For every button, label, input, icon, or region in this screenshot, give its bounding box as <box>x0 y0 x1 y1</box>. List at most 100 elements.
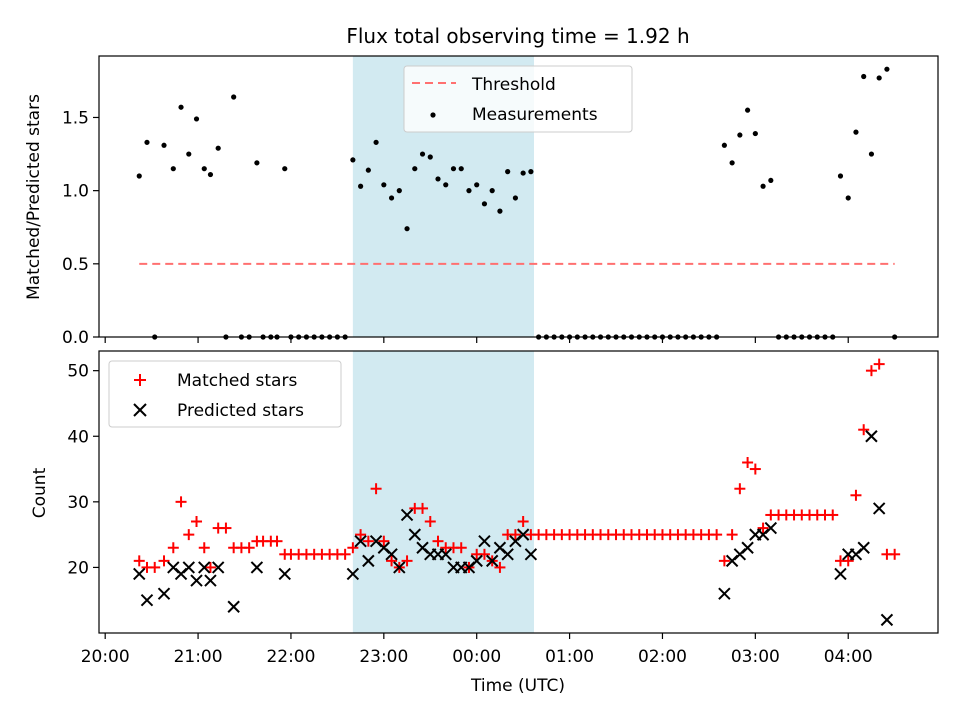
count-x-tick-label: 22:00 <box>266 647 315 667</box>
predicted-star-marker <box>198 561 211 574</box>
measurement-point <box>876 75 882 81</box>
predicted-star-marker <box>190 574 203 587</box>
count-y-tick-label: 20 <box>67 558 89 578</box>
predicted-star-marker <box>857 541 870 554</box>
count-x-tick-label: 04:00 <box>824 647 873 667</box>
predicted-star-points <box>133 430 894 627</box>
measurement-point <box>396 188 402 194</box>
count-x-tick-label: 00:00 <box>452 647 501 667</box>
ratio-y-tick-label: 0.0 <box>62 328 89 348</box>
predicted-star-marker <box>385 548 398 561</box>
predicted-star-marker <box>834 567 847 581</box>
measurement-point <box>231 94 237 100</box>
measurement-point <box>186 151 192 157</box>
measurement-point <box>760 183 766 189</box>
matched-star-marker <box>432 535 444 547</box>
predicted-star-marker <box>354 534 367 548</box>
measurement-point <box>512 195 519 201</box>
matched-star-marker <box>757 522 769 534</box>
count-x-tick-label: 02:00 <box>638 647 687 667</box>
matched-star-marker <box>478 548 490 560</box>
predicted-star-marker <box>400 508 414 522</box>
measurement-point <box>489 188 495 194</box>
matched-star-marker <box>183 529 195 541</box>
matched-star-marker <box>175 496 187 508</box>
measurement-point <box>412 166 418 172</box>
ratio-y-label: Matched/Predicted stars <box>24 94 44 300</box>
measurement-point <box>528 169 534 175</box>
predicted-star-marker <box>278 567 291 581</box>
matched-star-marker <box>494 561 506 573</box>
matched-star-points <box>133 358 901 573</box>
matched-star-marker <box>401 555 413 567</box>
predicted-star-marker <box>250 561 264 574</box>
matched-star-marker <box>842 555 854 567</box>
measurement-point <box>884 66 890 72</box>
matched-star-marker <box>347 542 359 554</box>
matched-star-marker <box>749 463 761 475</box>
chart-title: Flux total observing time = 1.92 h <box>346 24 689 48</box>
measurement-point <box>381 182 387 188</box>
count-axes-frame <box>98 350 939 634</box>
count-shaded-span <box>352 351 534 633</box>
matched-star-marker <box>362 535 374 547</box>
predicted-star-marker <box>182 561 195 574</box>
ratio-legend: Threshold Measurements <box>403 65 633 133</box>
count-x-tick-label: 21:00 <box>174 647 223 667</box>
measurement-point <box>845 195 851 201</box>
measurement-point <box>215 145 221 151</box>
predicted-star-marker <box>880 613 894 627</box>
predicted-star-marker <box>872 502 886 515</box>
measurement-point <box>458 166 464 172</box>
measurement-point <box>358 183 364 189</box>
predicted-star-marker <box>204 574 217 587</box>
ratio-x-ticks <box>104 337 849 343</box>
legend-threshold-label: Threshold <box>471 75 556 95</box>
matched-star-marker <box>455 542 467 554</box>
predicted-star-marker <box>133 567 146 581</box>
matched-star-marker <box>827 509 839 521</box>
count-y-axis: 20 30 40 50 <box>67 362 99 578</box>
matched-star-marker <box>509 529 521 541</box>
predicted-star-marker <box>501 548 514 561</box>
count-y-tick-label: 40 <box>67 427 89 447</box>
ratio-y-tick-label: 0.5 <box>62 255 89 275</box>
measurement-point <box>505 169 511 175</box>
legend-predicted-swatch <box>133 403 147 417</box>
matched-star-marker <box>858 424 870 436</box>
count-x-label: Time (UTC) <box>470 676 565 696</box>
measurement-point <box>282 166 288 172</box>
measurement-point <box>497 208 503 214</box>
ratio-legend-box <box>403 65 633 133</box>
matched-star-marker <box>158 555 170 567</box>
measurement-point <box>136 173 142 179</box>
count-x-tick-label: 23:00 <box>359 647 408 667</box>
matched-star-marker <box>271 535 283 547</box>
matched-star-marker <box>424 516 436 528</box>
measurement-point <box>207 171 214 178</box>
predicted-star-marker <box>718 587 731 600</box>
matched-star-marker <box>198 542 210 554</box>
count-x-tick-label: 20:00 <box>81 647 130 667</box>
predicted-star-marker <box>470 554 483 568</box>
legend-measurement-label: Measurements <box>472 105 598 125</box>
predicted-star-marker <box>516 528 530 541</box>
matched-star-marker <box>726 529 738 541</box>
matched-star-marker <box>220 522 232 534</box>
matched-star-marker <box>711 529 723 541</box>
measurement-point <box>744 107 751 113</box>
measurement-point <box>144 139 150 145</box>
matched-star-marker <box>133 555 145 567</box>
measurement-point <box>450 166 457 172</box>
measurement-point <box>170 166 176 172</box>
matched-star-marker <box>718 555 730 567</box>
predicted-star-marker <box>741 541 754 554</box>
matched-star-marker <box>386 555 398 567</box>
count-x-tick-label: 01:00 <box>545 647 594 667</box>
matched-star-marker <box>149 561 161 573</box>
measurement-point <box>193 116 200 122</box>
predicted-star-marker <box>408 528 421 541</box>
count-x-axis: 20:00 21:00 22:00 23:00 00:00 01:00 02:00 03:00… <box>81 633 873 667</box>
count-legend-box <box>108 360 342 428</box>
predicted-star-marker <box>393 561 406 574</box>
